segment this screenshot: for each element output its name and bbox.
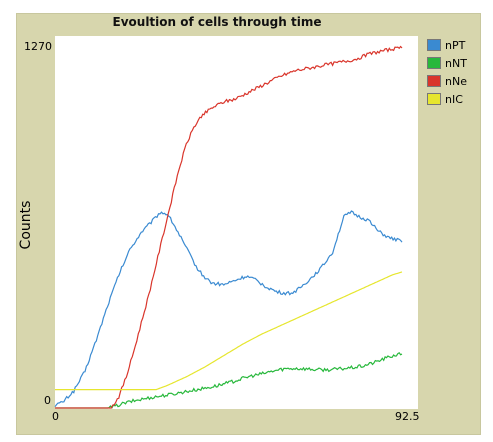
y-tick-max: 1270 [24,40,52,53]
x-tick-min: 0 [52,410,59,423]
series-line-nIC [55,271,403,391]
y-tick-min: 0 [44,394,51,407]
x-tick-max: 92.5 [395,410,420,423]
legend-swatch [427,93,441,105]
legend-swatch [427,57,441,69]
series-line-nPT [54,210,403,408]
legend-swatch [427,75,441,87]
series-line-nNT [55,351,403,409]
legend-item-nIC: nIC [427,90,467,108]
series-line-nNe [55,45,403,409]
legend-label: nPT [445,38,466,52]
legend-label: nNe [445,74,467,88]
legend-item-nNe: nNe [427,72,467,90]
legend-swatch [427,39,441,51]
legend-item-nPT: nPT [427,36,467,54]
legend-label: nIC [445,92,463,106]
legend: nPT nNT nNe nIC [427,36,467,108]
chart-title: Evoultion of cells through time [112,15,322,29]
legend-label: nNT [445,56,467,70]
y-axis-label: Counts [18,200,34,250]
legend-item-nNT: nNT [427,54,467,72]
